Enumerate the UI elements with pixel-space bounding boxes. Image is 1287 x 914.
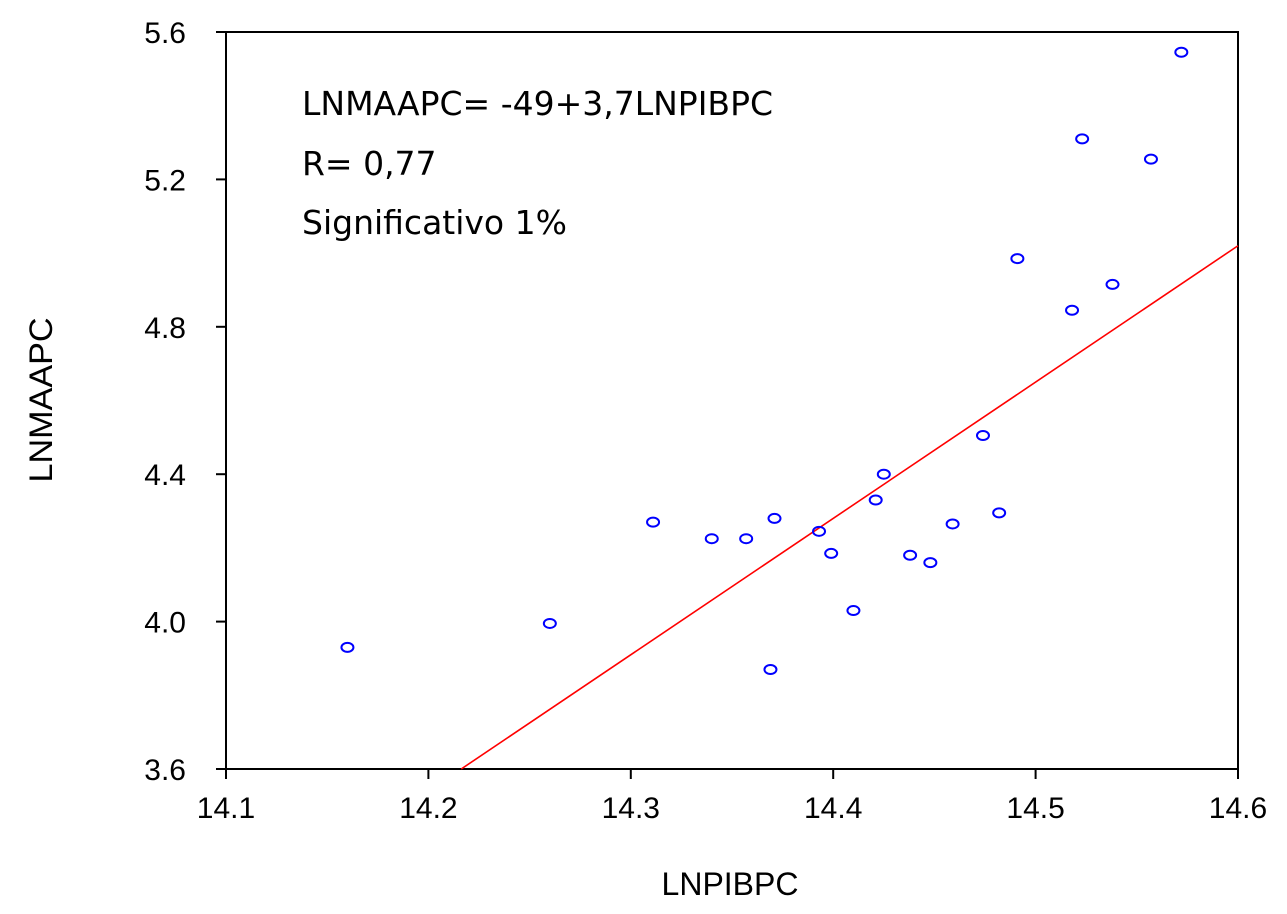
y-axis-title: LNMAAPC xyxy=(23,318,59,483)
y-tick-label: 5.6 xyxy=(144,17,186,50)
annotation-equation: LNMAAPC= -49+3,7LNPIBPC xyxy=(302,84,773,123)
data-point xyxy=(1075,133,1090,145)
data-point xyxy=(812,525,827,537)
data-point xyxy=(763,664,778,676)
data-point xyxy=(868,494,883,506)
y-tick-label: 5.2 xyxy=(144,164,186,197)
data-point xyxy=(704,533,719,545)
data-point xyxy=(975,430,990,442)
x-tick-label: 14.1 xyxy=(197,792,255,825)
data-point xyxy=(646,516,661,528)
data-point xyxy=(945,518,960,530)
data-point xyxy=(1174,46,1189,58)
y-tick-label: 4.0 xyxy=(144,607,186,640)
data-point xyxy=(1105,278,1120,290)
x-tick-label: 14.2 xyxy=(399,792,457,825)
y-tick-label: 4.4 xyxy=(144,459,186,492)
data-point xyxy=(767,512,782,524)
data-point xyxy=(876,468,891,480)
data-point xyxy=(340,641,355,653)
data-point xyxy=(1065,304,1080,316)
y-axis: 3.6 4.0 4.4 4.8 5.2 5.6 xyxy=(144,17,226,787)
data-point xyxy=(542,617,557,629)
x-tick-label: 14.5 xyxy=(1006,792,1064,825)
data-point xyxy=(923,557,938,569)
x-axis: 14.1 14.2 14.3 14.4 14.5 14.6 xyxy=(197,769,1267,825)
x-tick-label: 14.6 xyxy=(1209,792,1267,825)
points-layer xyxy=(340,46,1189,676)
annotation-significance: Significativo 1% xyxy=(302,203,567,242)
data-point xyxy=(1143,153,1158,165)
plot-frame xyxy=(225,31,1239,770)
x-axis-title: LNPIBPC xyxy=(662,866,799,902)
fit-line-layer xyxy=(460,245,1239,770)
annotation-r: R= 0,77 xyxy=(302,144,437,183)
data-point xyxy=(992,507,1007,519)
data-point xyxy=(824,547,839,559)
x-tick-label: 14.3 xyxy=(602,792,660,825)
data-point xyxy=(739,533,754,545)
y-tick-label: 3.6 xyxy=(144,754,186,787)
y-tick-label: 4.8 xyxy=(144,312,186,345)
data-point xyxy=(903,549,918,561)
regression-line xyxy=(460,245,1239,770)
data-point xyxy=(846,605,861,617)
data-point xyxy=(1010,253,1025,265)
x-tick-label: 14.4 xyxy=(804,792,862,825)
